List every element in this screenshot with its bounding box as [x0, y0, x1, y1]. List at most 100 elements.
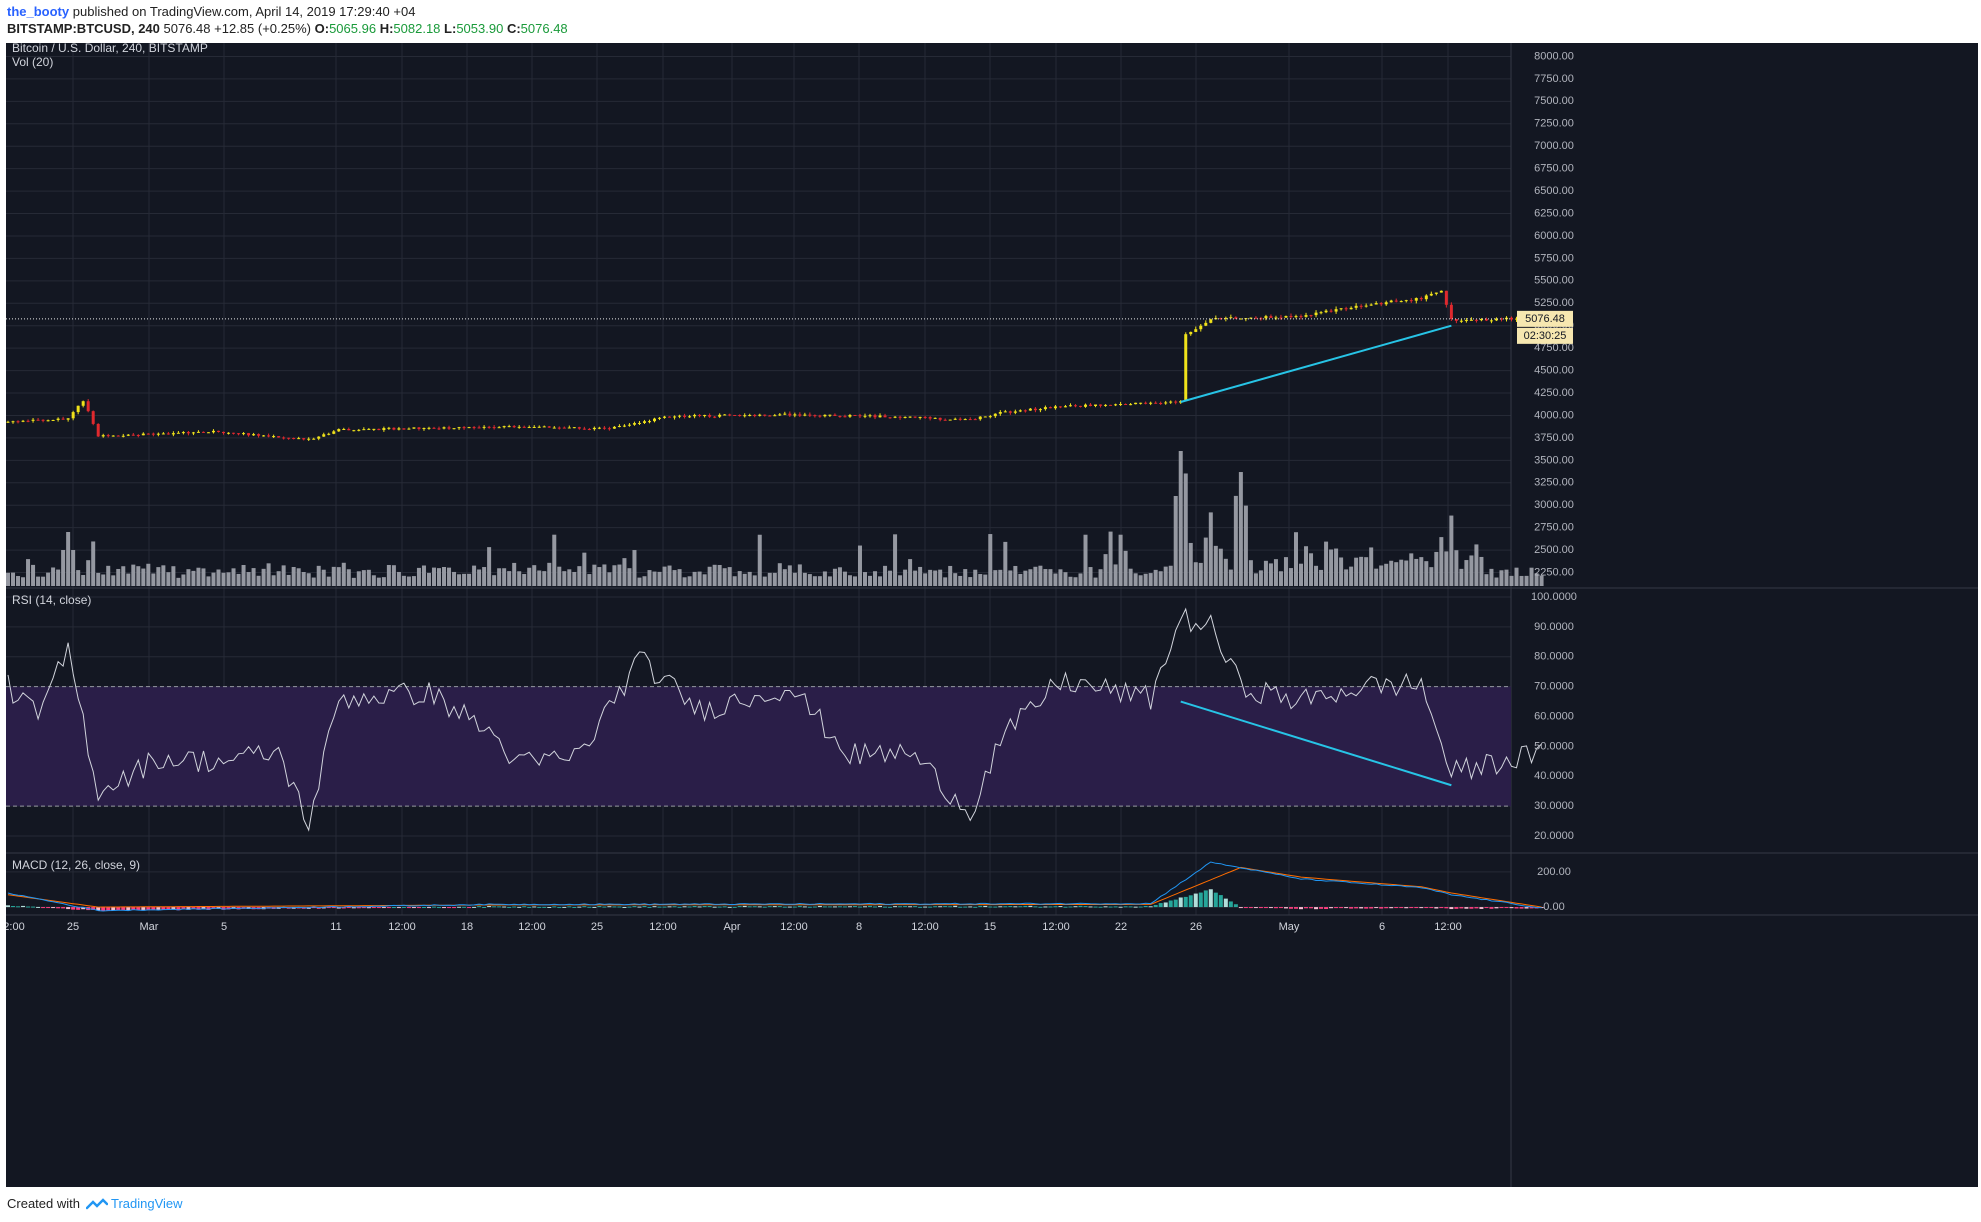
- macd-hist-bar-107: [542, 906, 547, 908]
- candle-body-159: [803, 414, 807, 416]
- macd-hist-bar-222: [1118, 906, 1123, 908]
- candle-body-281: [1414, 298, 1418, 301]
- macd-hist-bar-195: [983, 905, 988, 908]
- open-value: 5065.96: [329, 21, 377, 36]
- volume-bar-285: [1434, 551, 1439, 586]
- macd-hist-bar-232: [1168, 900, 1173, 908]
- volume-bar-133: [672, 570, 677, 586]
- macd-hist-bar-153: [772, 906, 777, 908]
- macd-hist-bar-166: [837, 906, 842, 908]
- candle-body-133: [673, 416, 677, 418]
- macd-hist-bar-119: [602, 906, 607, 908]
- close-label: C:: [506, 21, 521, 36]
- volume-bar-23: [121, 566, 126, 586]
- candle-body-152: [768, 415, 772, 417]
- macd-hist-bar-128: [647, 906, 652, 908]
- macd-hist-bar-289: [1454, 907, 1459, 909]
- candle-body-226: [1139, 402, 1143, 404]
- volume-bar-168: [847, 575, 852, 586]
- candle-body-81: [412, 427, 416, 429]
- candle-body-19: [101, 435, 105, 437]
- candle-body-198: [998, 412, 1002, 414]
- macd-hist-bar-84: [426, 907, 431, 909]
- volume-bar-270: [1359, 556, 1364, 586]
- volume-bar-287: [1444, 551, 1449, 586]
- candle-body-194: [978, 416, 982, 420]
- macd-hist-bar-94: [477, 906, 482, 908]
- candle-body-87: [442, 427, 446, 429]
- macd-hist-bar-75: [381, 907, 386, 909]
- candle-body-275: [1384, 302, 1388, 305]
- volume-bar-22: [116, 568, 121, 586]
- volume-bar-199: [1003, 541, 1008, 586]
- chart-canvas[interactable]: Bitcoin / U.S. Dollar, 240, BITSTAMP Vol …: [3, 41, 1978, 1187]
- volume-bar-266: [1339, 557, 1344, 586]
- volume-bar-107: [542, 571, 547, 586]
- candle-body-274: [1379, 303, 1383, 305]
- macd-hist-bar-248: [1248, 907, 1253, 909]
- macd-hist-bar-67: [341, 907, 346, 909]
- candle-body-139: [703, 415, 707, 417]
- volume-bar-30: [156, 567, 161, 586]
- candle-body-298: [1499, 318, 1503, 320]
- macd-hist-bar-133: [672, 906, 677, 908]
- price-pane-title: Bitcoin / U.S. Dollar, 240, BITSTAMP: [12, 43, 208, 55]
- candle-body-182: [918, 416, 922, 418]
- macd-hist-bar-249: [1253, 907, 1258, 909]
- candle-body-249: [1254, 317, 1258, 319]
- volume-bar-42: [216, 569, 221, 586]
- volume-bar-156: [787, 565, 792, 586]
- macd-hist-bar-250: [1258, 907, 1263, 909]
- macd-hist-bar-293: [1474, 907, 1479, 909]
- macd-hist-bar-22: [116, 907, 121, 911]
- candle-body-15: [81, 401, 85, 406]
- price-tick-17: 3750.00: [1534, 432, 1574, 444]
- macd-hist-bar-65: [331, 907, 336, 909]
- volume-bar-180: [908, 559, 913, 586]
- author-link[interactable]: the_booty: [7, 4, 70, 19]
- candle-body-277: [1394, 300, 1398, 302]
- candle-body-264: [1329, 310, 1333, 312]
- macd-hist-bar-227: [1143, 905, 1148, 908]
- candle-body-80: [407, 428, 411, 430]
- macd-hist-bar-72: [366, 907, 371, 909]
- chart-svg[interactable]: Bitcoin / U.S. Dollar, 240, BITSTAMPVol …: [3, 41, 1978, 1187]
- volume-bar-15: [81, 575, 86, 586]
- volume-bar-235: [1183, 473, 1188, 586]
- candle-body-154: [778, 414, 782, 416]
- candle-body-95: [482, 426, 486, 428]
- volume-bar-108: [547, 562, 552, 586]
- tradingview-logo[interactable]: TradingView: [85, 1196, 183, 1211]
- macd-hist-bar-183: [923, 906, 928, 908]
- candle-body-123: [622, 425, 626, 427]
- macd-hist-bar-202: [1018, 906, 1023, 908]
- candle-body-282: [1419, 298, 1423, 300]
- macd-hist-bar-3: [21, 905, 26, 908]
- price-tick-22: 2500.00: [1534, 544, 1574, 556]
- volume-bar-126: [637, 577, 642, 586]
- candle-body-140: [708, 415, 712, 417]
- rsi-tick-0: 100.0000: [1531, 591, 1577, 603]
- candle-body-156: [788, 413, 792, 416]
- candle-body-49: [252, 434, 256, 436]
- volume-bar-292: [1469, 555, 1474, 586]
- candle-body-242: [1219, 317, 1223, 319]
- volume-bar-21: [111, 575, 116, 586]
- candle-body-16: [86, 401, 90, 412]
- volume-bar-258: [1299, 563, 1304, 586]
- volume-bar-96: [487, 547, 492, 586]
- candle-body-164: [828, 414, 832, 416]
- macd-hist-bar-209: [1053, 906, 1058, 908]
- candle-body-176: [888, 417, 892, 419]
- volume-bar-277: [1394, 562, 1399, 586]
- macd-hist-bar-291: [1464, 907, 1469, 909]
- candle-body-158: [798, 414, 802, 416]
- volume-bar-234: [1178, 451, 1183, 586]
- macd-hist-bar-70: [356, 907, 361, 909]
- candle-body-11: [61, 418, 65, 420]
- candle-body-222: [1119, 404, 1123, 406]
- candle-body-246: [1239, 318, 1243, 320]
- macd-hist-bar-159: [802, 906, 807, 908]
- volume-bar-48: [246, 572, 251, 586]
- macd-hist-bar-125: [632, 906, 637, 908]
